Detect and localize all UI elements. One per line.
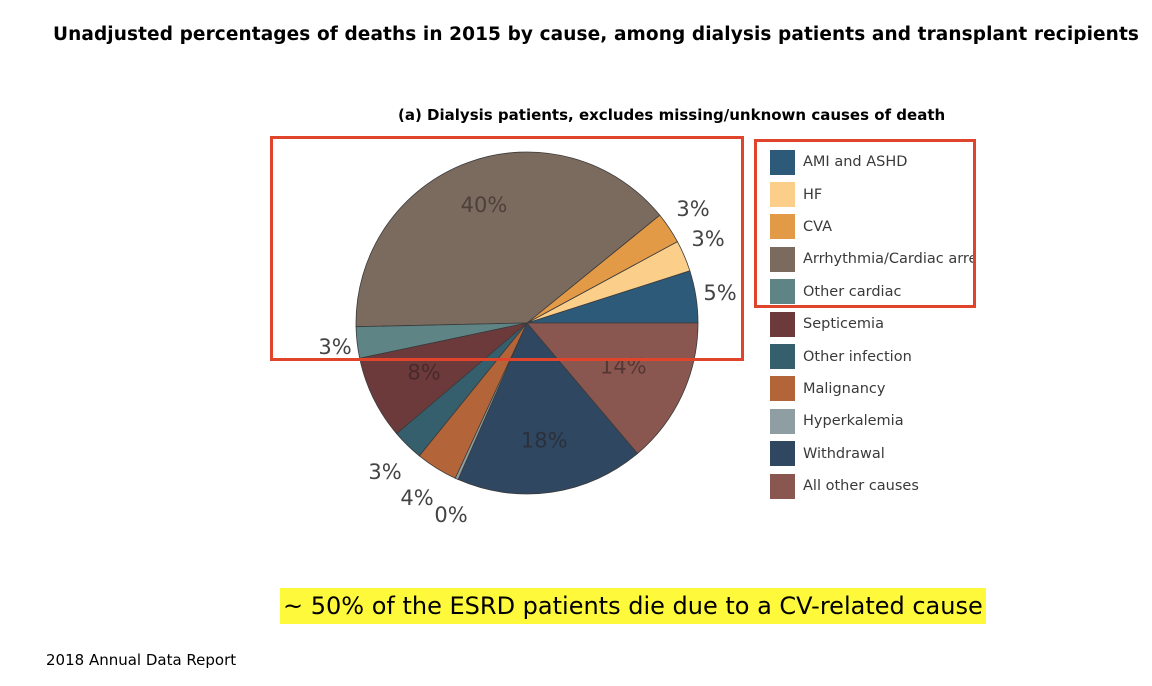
legend-item: Arrhythmia/Cardiac arres <box>770 243 975 275</box>
legend-label: Other infection <box>803 348 912 365</box>
callout-text: ~ 50% of the ESRD patients die due to a … <box>280 588 986 624</box>
legend-item: Other cardiac <box>770 276 975 308</box>
legend-item: Hyperkalemia <box>770 405 975 437</box>
pie-label-withdrawal: 18% <box>521 429 568 453</box>
legend-item: AMI and ASHD <box>770 146 975 178</box>
legend-swatch <box>770 182 795 208</box>
legend-item: Septicemia <box>770 308 975 340</box>
legend-item: Other infection <box>770 340 975 372</box>
highlight-box-legend <box>754 139 976 308</box>
pie-label-septicemia: 8% <box>407 360 440 384</box>
legend: AMI and ASHD HF CVA Arrhythmia/Cardiac arre… <box>770 146 975 502</box>
legend-item: Withdrawal <box>770 438 975 470</box>
pie-slice-arrhythmia-cardiac-arrest <box>355 151 661 328</box>
chart-title: (a) Dialysis patients, excludes missing/… <box>398 106 946 124</box>
legend-swatch <box>770 473 795 499</box>
legend-swatch <box>770 376 795 402</box>
legend-swatch <box>770 279 795 305</box>
pie-label-hyperkalemia: 0% <box>434 503 467 527</box>
legend-item: HF <box>770 178 975 210</box>
legend-item: All other causes <box>770 470 975 502</box>
pie-label-cva: 3% <box>676 197 709 221</box>
pie-labels: 5%3%3%40%3%8%3%4%0%18%14% <box>318 193 736 527</box>
legend-label: CVA <box>803 218 833 235</box>
pie-label-other-cardiac: 3% <box>318 335 351 359</box>
source-footer: 2018 Annual Data Report <box>46 651 237 669</box>
legend-swatch <box>770 344 795 370</box>
page-title: Unadjusted percentages of deaths in 2015… <box>52 24 1140 45</box>
legend-label: All other causes <box>803 478 919 495</box>
pie-slices <box>355 151 699 495</box>
legend-item: Malignancy <box>770 373 975 405</box>
legend-label: Other cardiac <box>803 283 902 300</box>
legend-swatch <box>770 311 795 337</box>
pie-label-arrhythmia-cardiac-arrest: 40% <box>461 193 508 217</box>
legend-label: Hyperkalemia <box>803 413 904 430</box>
legend-swatch <box>770 408 795 434</box>
pie-label-hf: 3% <box>691 227 724 251</box>
pie-slice-all-other-causes <box>526 322 699 455</box>
legend-label: Arrhythmia/Cardiac arres <box>803 251 975 268</box>
legend-item: CVA <box>770 211 975 243</box>
legend-swatch <box>770 246 795 272</box>
legend-label: HF <box>803 186 823 203</box>
pie-label-ami-and-ashd: 5% <box>703 281 736 305</box>
legend-label: Septicemia <box>803 316 884 333</box>
legend-label: Malignancy <box>803 380 886 397</box>
pie-label-other-infection: 3% <box>368 460 401 484</box>
legend-swatch <box>770 441 795 467</box>
legend-label: Withdrawal <box>803 445 885 462</box>
legend-swatch <box>770 214 795 240</box>
legend-swatch <box>770 149 795 175</box>
legend-label: AMI and ASHD <box>803 154 908 171</box>
highlight-box-pie <box>270 136 744 361</box>
pie-slice-withdrawal <box>457 322 639 495</box>
pie-label-malignancy: 4% <box>400 486 433 510</box>
